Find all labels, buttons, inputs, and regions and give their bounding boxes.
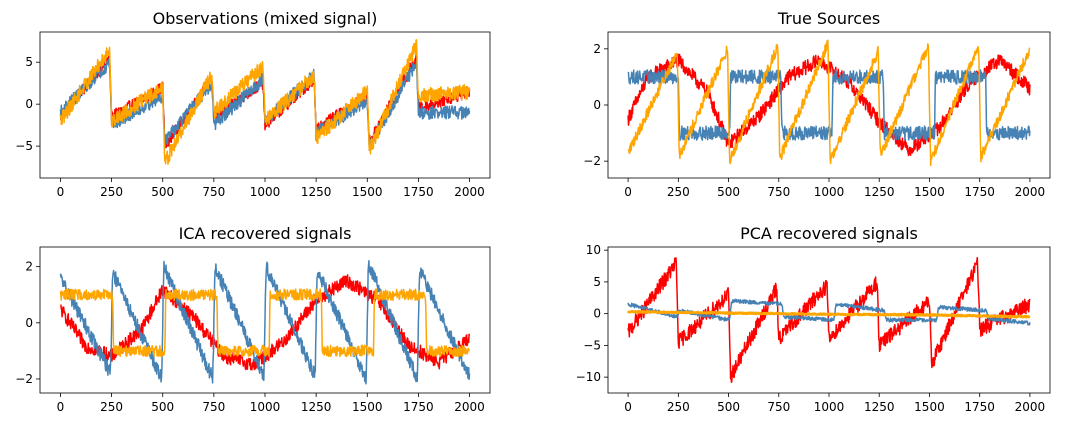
y-tick-label: 5 [25,55,33,69]
y-tick-label: 0 [593,307,601,321]
x-tick-label: 1750 [964,185,995,199]
subplot-2: 0 250 500 750 1000 1250 1500 1750 2000 −2 0 2 True S… [583,9,1051,199]
x-tick-label: 1250 [301,400,332,414]
x-tick-label: 2000 [454,185,485,199]
x-tick-label: 750 [202,400,225,414]
subplot-3: 0 250 500 750 1000 1250 1500 1750 2000 −2 0 2 ICA re… [15,224,491,414]
series-line-orange [59,288,471,358]
x-tick-label: 1250 [864,400,895,414]
x-tick-label: 1250 [864,185,895,199]
x-tick-label: 2000 [1015,400,1046,414]
series-line-red [627,256,1031,383]
x-tick-label: 500 [717,400,740,414]
chart-title: True Sources [777,9,880,28]
x-tick-label: 2000 [1015,185,1046,199]
x-tick-label: 1000 [250,400,281,414]
x-tick-label: 250 [100,185,123,199]
x-tick-label: 2000 [454,400,485,414]
x-tick-label: 750 [767,185,790,199]
series-line-orange [59,39,471,165]
x-tick-label: 750 [202,185,225,199]
x-tick-label: 1750 [403,400,434,414]
subplot-1: 0 250 500 750 1000 1250 1500 1750 2000 −5 0 5 Observ… [15,9,491,199]
x-tick-label: 250 [667,185,690,199]
series-line-blue [59,58,471,151]
x-tick-label: 1250 [301,185,332,199]
x-tick-label: 1750 [964,400,995,414]
x-tick-label: 250 [667,400,690,414]
x-tick-label: 1750 [403,185,434,199]
y-tick-label: 2 [25,260,33,274]
x-tick-label: 750 [767,400,790,414]
x-tick-label: 0 [57,185,65,199]
y-tick-label: −10 [576,370,601,384]
x-tick-label: 1500 [352,400,383,414]
y-tick-label: 10 [586,243,601,257]
x-tick-label: 0 [624,185,632,199]
subplot-4: 0 250 500 750 1000 1250 1500 1750 2000 −10 −5 0 5 10 P… [576,224,1051,414]
x-tick-label: 500 [151,400,174,414]
x-tick-label: 500 [151,185,174,199]
x-tick-label: 500 [717,185,740,199]
x-tick-label: 0 [57,400,65,414]
x-tick-label: 1500 [352,185,383,199]
x-tick-label: 1000 [814,400,845,414]
x-tick-label: 0 [624,400,632,414]
chart-title: PCA recovered signals [740,224,918,243]
x-tick-label: 1000 [814,185,845,199]
y-tick-label: 0 [593,98,601,112]
y-tick-label: −5 [583,338,601,352]
series-line-orange [627,39,1031,167]
series-line-orange [626,310,1031,319]
chart-title: ICA recovered signals [179,224,352,243]
y-tick-label: 0 [25,97,33,111]
x-tick-label: 1500 [914,185,945,199]
y-tick-label: 5 [593,275,601,289]
x-tick-label: 1500 [914,400,945,414]
y-tick-label: 0 [25,316,33,330]
y-tick-label: −2 [583,154,601,168]
y-tick-label: −2 [15,372,33,386]
chart-title: Observations (mixed signal) [153,9,378,28]
x-tick-label: 250 [100,400,123,414]
y-tick-label: 2 [593,42,601,56]
x-tick-label: 1000 [250,185,281,199]
series-line-blue [59,260,471,385]
series-line-blue [627,298,1031,326]
y-tick-label: −5 [15,139,33,153]
